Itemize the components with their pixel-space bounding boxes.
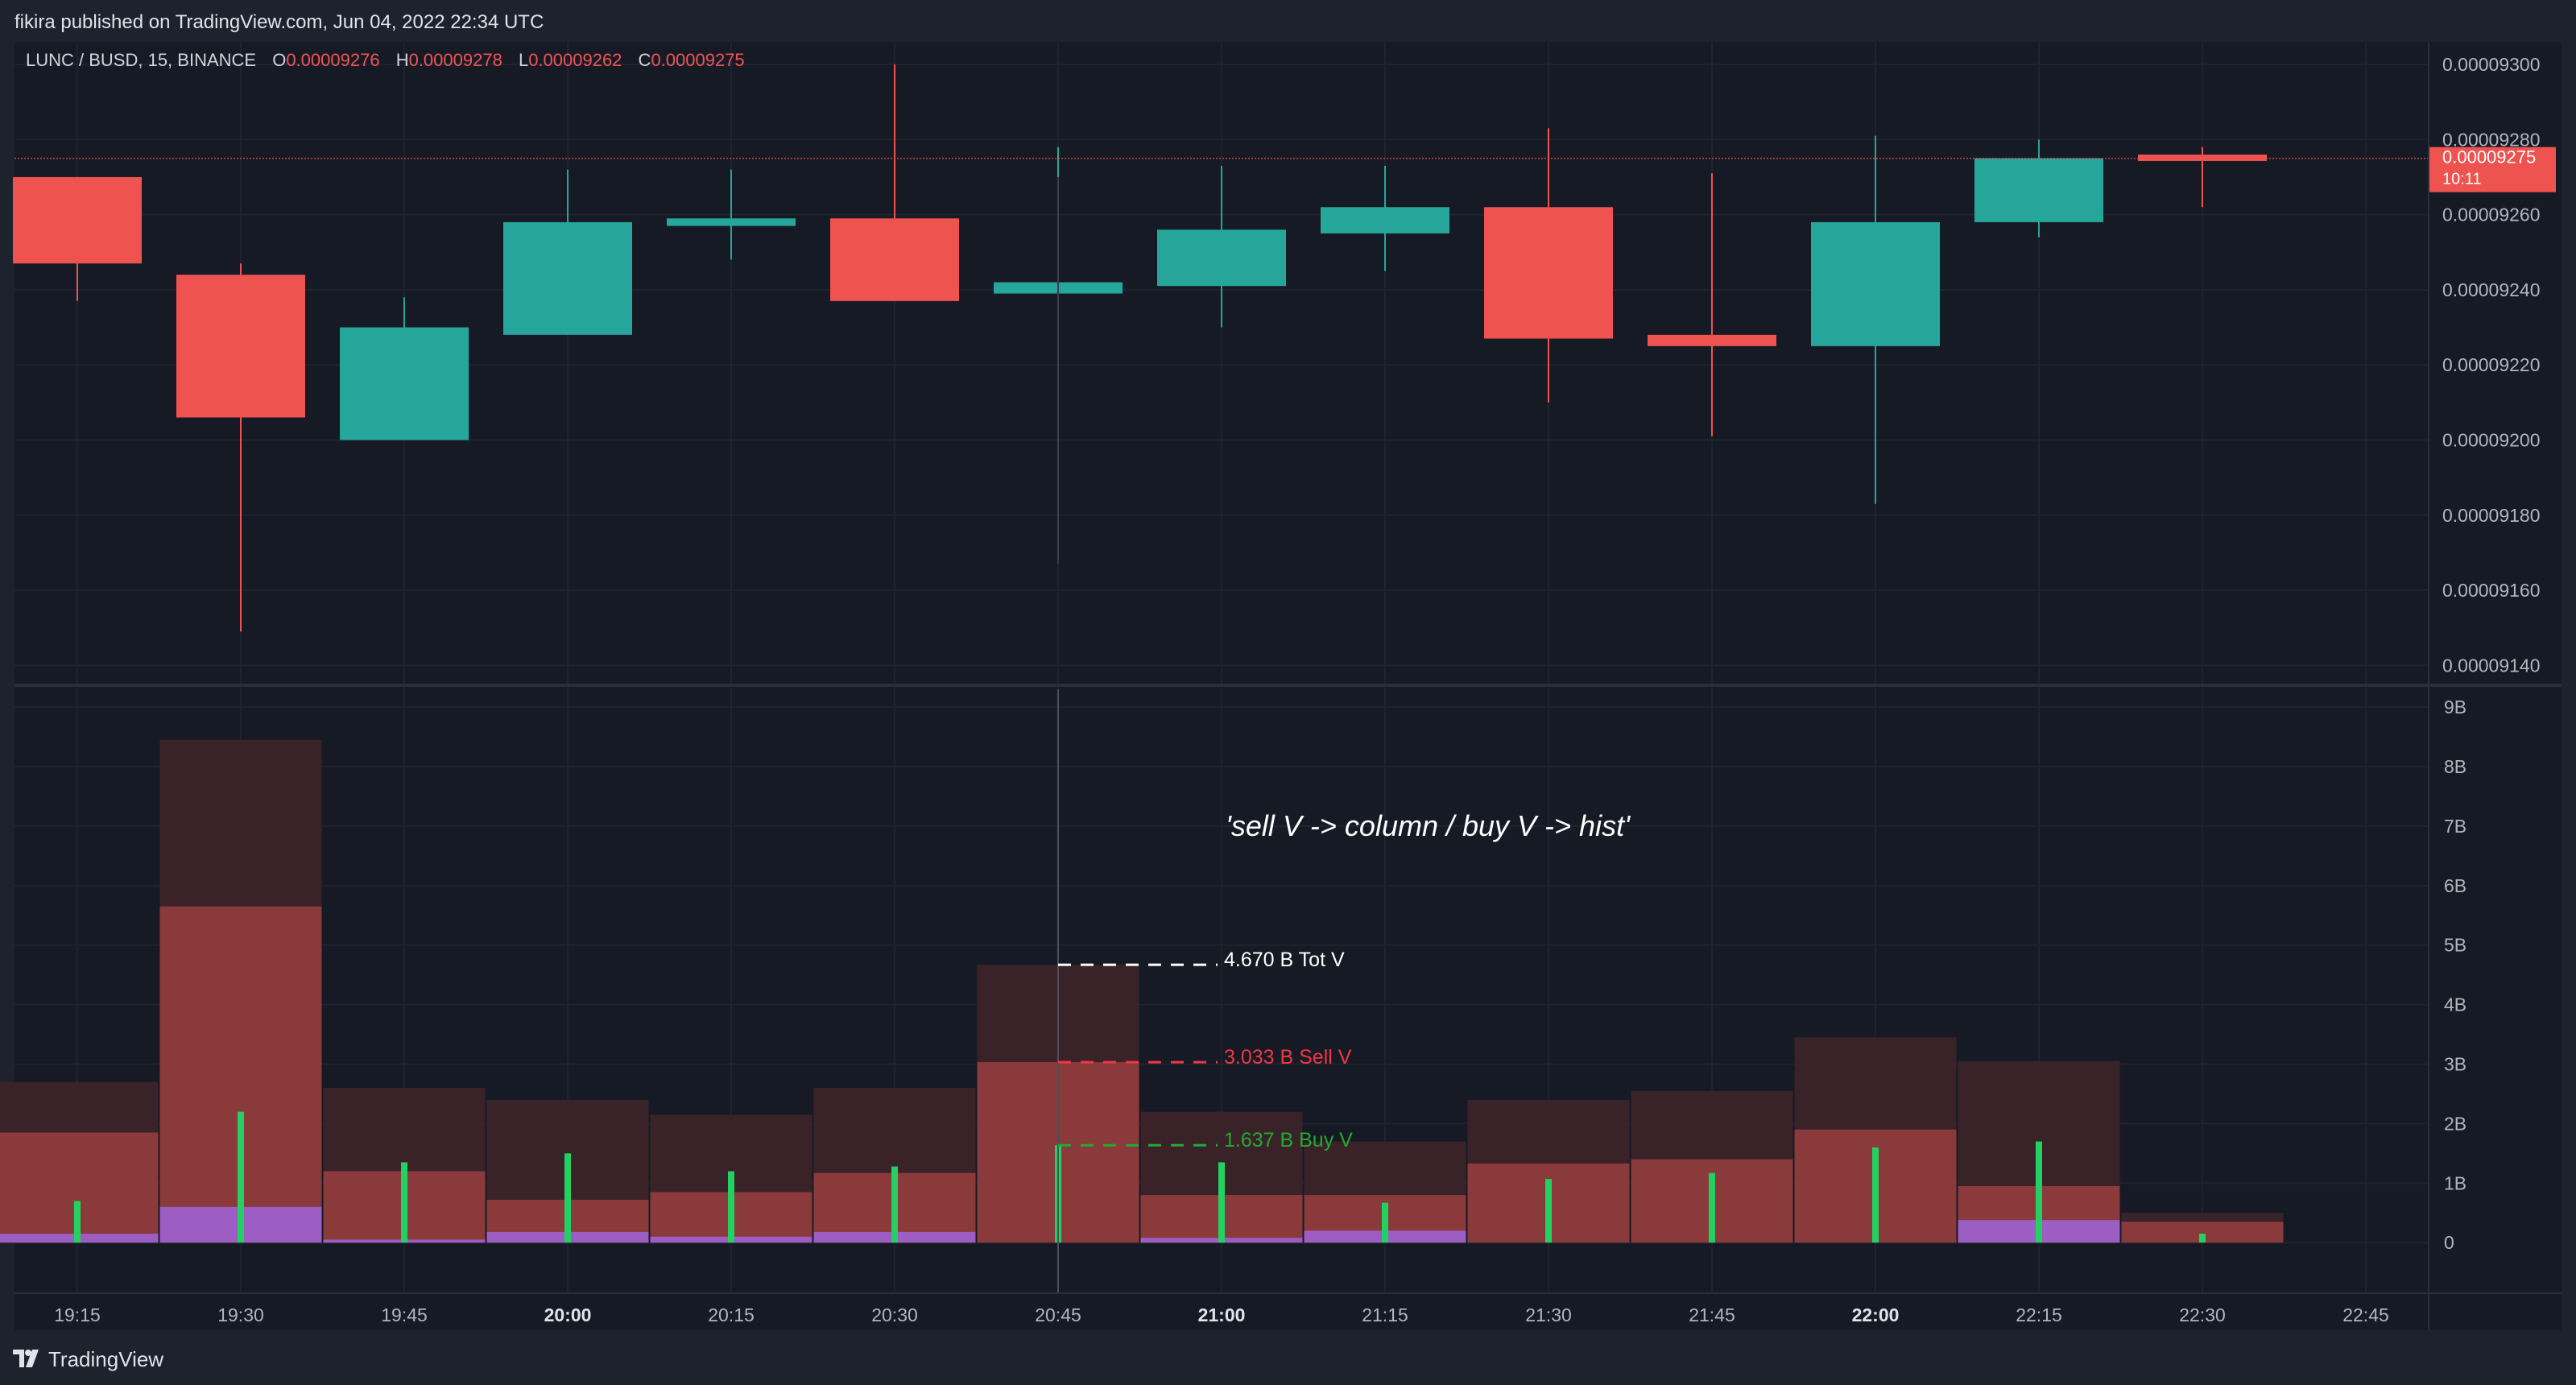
candle-body-20:15 xyxy=(667,218,796,226)
open-key: O xyxy=(272,50,287,70)
time-tick-label: 21:15 xyxy=(1362,1304,1408,1325)
time-tick-label: 20:00 xyxy=(544,1304,592,1325)
low-value: 0.00009262 xyxy=(528,50,622,70)
buy-volume-hist-21:45 xyxy=(1709,1172,1715,1243)
buy-volume-hist-22:00 xyxy=(1872,1147,1879,1243)
buy-volume-hist-19:15 xyxy=(74,1201,81,1243)
time-tick-label: 20:45 xyxy=(1035,1304,1081,1325)
price-tick-label: 0.00009260 xyxy=(2442,205,2541,225)
time-tick-label: 19:15 xyxy=(54,1304,101,1325)
buy-volume-hist-20:15 xyxy=(728,1171,734,1243)
time-tick-label: 22:45 xyxy=(2342,1304,2389,1325)
candle-body-21:15 xyxy=(1321,207,1449,234)
high-key: H xyxy=(395,50,409,70)
volume-label-1: 3.033 B Sell V xyxy=(1224,1046,1352,1069)
price-tick-label: 0.00009240 xyxy=(2442,279,2541,300)
volume-tick-label: 2B xyxy=(2444,1113,2466,1134)
volume-tick-label: 4B xyxy=(2444,994,2466,1015)
volume-tick-label: 9B xyxy=(2444,697,2466,717)
candle-body-22:15 xyxy=(1974,158,2103,222)
buy-volume-hist-21:30 xyxy=(1545,1179,1552,1243)
volume-label-2: 1.637 B Buy V xyxy=(1224,1129,1353,1151)
price-tick-label: 0.00009140 xyxy=(2442,655,2541,676)
buy-volume-hist-21:15 xyxy=(1382,1202,1388,1243)
publisher-text: fikira published on TradingView.com, Jun… xyxy=(14,11,544,33)
volume-tick-label: 3B xyxy=(2444,1054,2466,1075)
time-tick-label: 19:30 xyxy=(217,1304,264,1325)
publisher-header: fikira published on TradingView.com, Jun… xyxy=(0,0,2576,42)
time-tick-label: 22:00 xyxy=(1852,1304,1900,1325)
price-tick-label: 0.00009180 xyxy=(2442,505,2541,526)
volume-tick-label: 1B xyxy=(2444,1172,2466,1193)
volume-tick-label: 7B xyxy=(2444,816,2466,837)
close-key: C xyxy=(638,50,651,70)
time-tick-label: 22:30 xyxy=(2179,1304,2226,1325)
high-value: 0.00009278 xyxy=(408,50,502,70)
price-tick-label: 0.00009160 xyxy=(2442,580,2541,601)
time-tick-label: 21:30 xyxy=(1525,1304,1572,1325)
price-pane xyxy=(13,64,2267,632)
volume-tick-label: 5B xyxy=(2444,935,2466,956)
time-tick-label: 21:45 xyxy=(1689,1304,1735,1325)
price-tick-label: 0.00009300 xyxy=(2442,54,2541,75)
candle-body-19:45 xyxy=(340,327,469,440)
time-tick-label: 20:30 xyxy=(871,1304,918,1325)
candle-body-19:15 xyxy=(13,176,142,264)
axes: 0.00009300 0.00009280 0.00009260 0.00009240… xyxy=(14,42,2562,1330)
volume-pane xyxy=(0,739,2284,1243)
candle-body-19:30 xyxy=(176,275,305,418)
volume-tick-label: 8B xyxy=(2444,756,2466,777)
grid-lines xyxy=(14,42,2562,1293)
buy-volume-hist-22:15 xyxy=(2036,1141,2042,1243)
time-tick-label: 19:45 xyxy=(381,1304,428,1325)
symbol-legend: LUNC / BUSD, 15, BINANCE O0.00009276 H0.… xyxy=(26,50,745,71)
close-value: 0.00009275 xyxy=(651,50,745,70)
low-key: L xyxy=(518,50,529,70)
time-tick-label: 20:15 xyxy=(708,1304,755,1325)
buy-volume-hist-19:45 xyxy=(401,1162,407,1243)
candle-body-20:30 xyxy=(830,218,959,301)
price-tick-label: 0.00009280 xyxy=(2442,129,2541,150)
volume-tick-label: 6B xyxy=(2444,875,2466,896)
price-tick-label: 0.00009220 xyxy=(2442,354,2541,375)
tradingview-logo-icon[interactable] xyxy=(13,1350,43,1367)
buy-volume-hist-20:00 xyxy=(564,1153,571,1243)
last-price-countdown: 10:11 xyxy=(2442,171,2482,188)
buy-volume-hist-19:30 xyxy=(238,1111,244,1243)
price-tick-label: 0.00009200 xyxy=(2442,429,2541,450)
footer: TradingView xyxy=(0,1330,2576,1385)
chart-annotation: 'sell V -> column / buy V -> hist' xyxy=(1226,809,1631,842)
buy-volume-hist-20:30 xyxy=(891,1166,898,1243)
candle-body-21:45 xyxy=(1648,334,1776,346)
volume-label-0: 4.670 B Tot V xyxy=(1224,949,1345,971)
symbol-name: LUNC / BUSD, 15, BINANCE xyxy=(26,50,257,70)
open-value: 0.00009276 xyxy=(286,50,380,70)
buy-volume-hist-22:30 xyxy=(2199,1234,2206,1243)
last-price-badge-value: 0.00009275 xyxy=(2442,147,2536,167)
candle-body-21:30 xyxy=(1484,207,1613,339)
time-tick-label: 22:15 xyxy=(2016,1304,2062,1325)
candle-body-20:00 xyxy=(503,221,632,335)
tradingview-brand[interactable]: TradingView xyxy=(48,1347,164,1371)
candle-body-21:00 xyxy=(1157,229,1286,287)
overlay: 4.670 B Tot V 3.033 B Sell V 1.637 B Buy V xyxy=(14,157,2429,1293)
last-price-badge xyxy=(2429,147,2556,192)
time-tick-label: 21:00 xyxy=(1198,1304,1246,1325)
buy-volume-hist-21:00 xyxy=(1218,1162,1225,1243)
candle-body-22:00 xyxy=(1811,221,1940,346)
volume-tick-label: 0 xyxy=(2444,1232,2454,1253)
